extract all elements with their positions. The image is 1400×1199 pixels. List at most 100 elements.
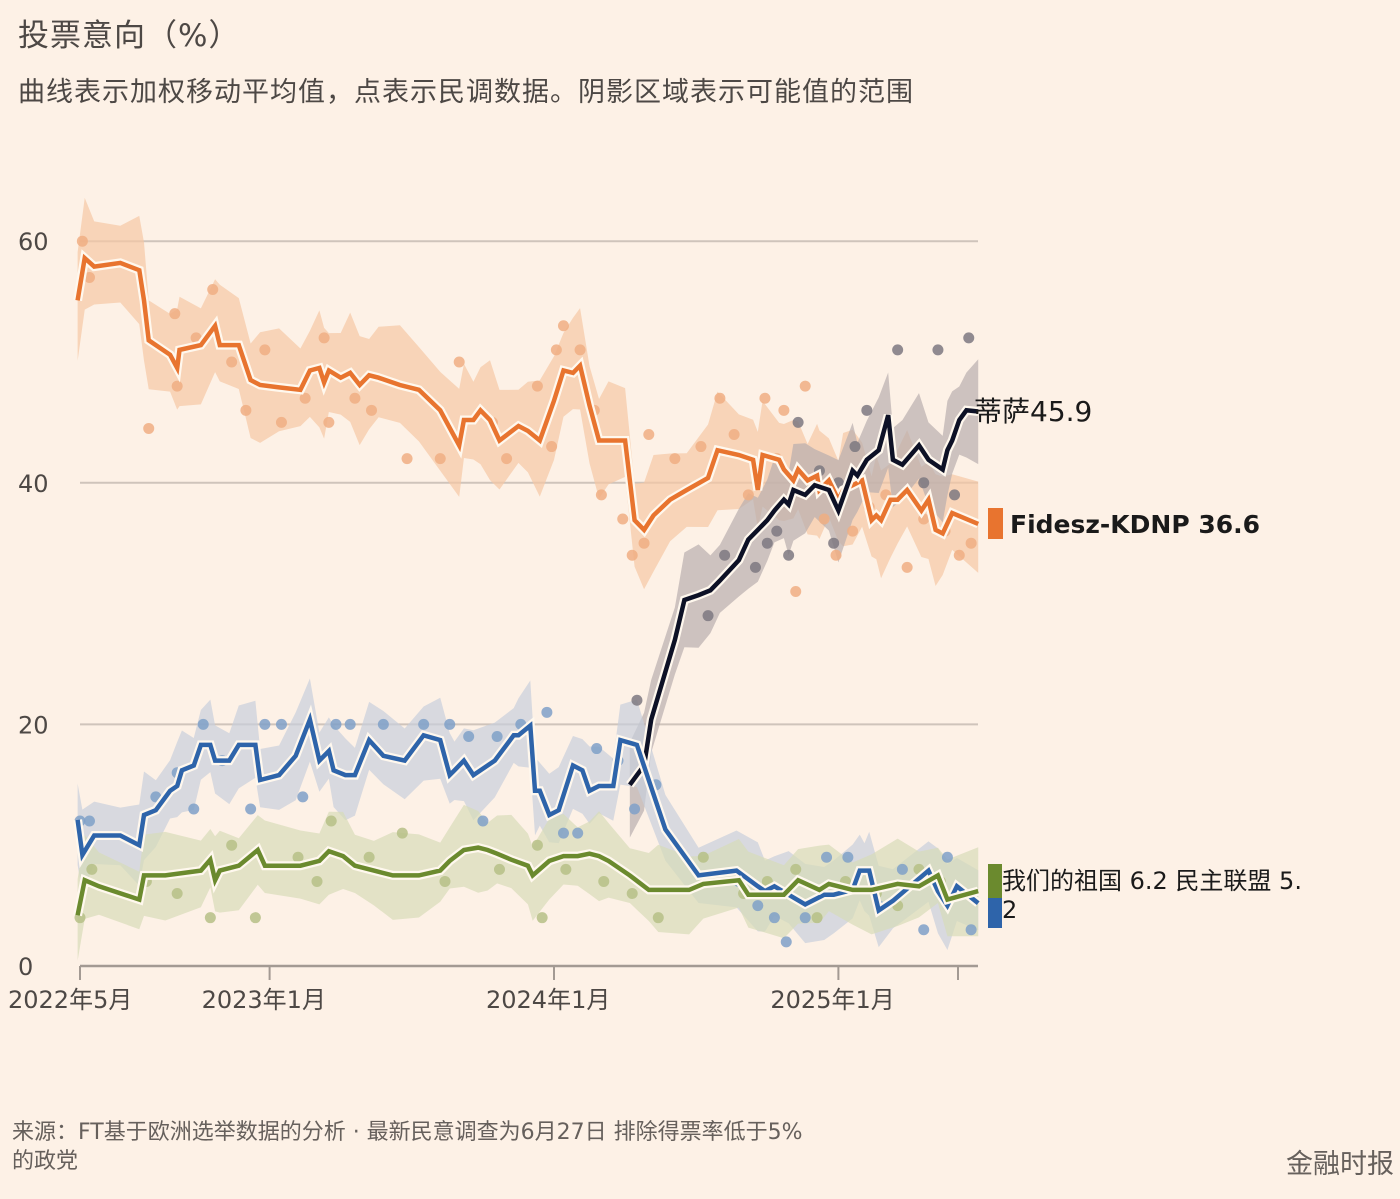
y-tick-label: 60 xyxy=(18,228,49,256)
poll-dot xyxy=(531,380,543,392)
poll-dot xyxy=(932,344,944,356)
poll-dot xyxy=(318,332,330,344)
poll-dot xyxy=(631,694,643,706)
poll-dot xyxy=(861,404,873,416)
poll-dot xyxy=(349,392,361,404)
poll-dot xyxy=(643,428,655,440)
y-tick-label: 0 xyxy=(18,953,33,981)
label-fidesz: Fidesz-KDNP 36.6 xyxy=(1010,510,1260,539)
legend-swatch-mihazank xyxy=(988,864,1002,898)
poll-dot xyxy=(197,718,209,730)
poll-dot xyxy=(847,525,859,537)
poll-dot xyxy=(171,380,183,392)
chart-subtitle: 曲线表示加权移动平均值，点表示民调数据。阴影区域表示可能值的范围 xyxy=(18,77,914,108)
poll-dot xyxy=(811,912,823,924)
source-note: 来源：FT基于欧洲选举数据的分析 · 最新民意调查为6月27日 排除得票率低于5… xyxy=(12,1120,803,1174)
poll-dot xyxy=(572,827,584,839)
series-labels: 蒂萨45.9 Fidesz-KDNP 36.6 我们的祖国 6.2 民主联盟 5.2 xyxy=(974,395,1302,928)
poll-dot xyxy=(965,924,977,936)
legend-swatch-fidesz xyxy=(988,508,1003,539)
poll-dot xyxy=(626,888,638,900)
poll-dot xyxy=(849,441,861,453)
y-tick-label: 20 xyxy=(18,711,49,739)
poll-dot xyxy=(941,851,953,863)
poll-dot xyxy=(780,936,792,948)
poll-dot xyxy=(299,392,311,404)
poll-dot xyxy=(501,453,513,465)
poll-dot xyxy=(259,718,271,730)
uncertainty-bands xyxy=(77,197,979,961)
poll-dot xyxy=(363,851,375,863)
poll-dot xyxy=(778,404,790,416)
poll-dot xyxy=(366,404,378,416)
poll-dot xyxy=(292,851,304,863)
poll-dot xyxy=(842,851,854,863)
poll-dot xyxy=(918,477,930,489)
poll-dot xyxy=(444,718,456,730)
poll-dot xyxy=(629,803,641,815)
x-tick-label: 2022年5月 xyxy=(8,986,132,1014)
poll-dot xyxy=(591,743,603,755)
poll-dot xyxy=(953,549,965,561)
poll-dot xyxy=(325,815,337,827)
axes: 0 20 40 60 2022年5月 2023年1月 2024年1月 2025年1月 xyxy=(8,228,978,1014)
poll-dot xyxy=(439,875,451,887)
poll-dot xyxy=(896,863,908,875)
poll-dot xyxy=(76,235,88,247)
poll-dot xyxy=(418,718,430,730)
poll-dot xyxy=(249,912,261,924)
chart-title: 投票意向（%） xyxy=(18,18,241,54)
poll-dot xyxy=(377,718,389,730)
poll-dot xyxy=(86,863,98,875)
label-mihazank-dk: 我们的祖国 6.2 民主联盟 5. xyxy=(1002,867,1302,895)
poll-dot xyxy=(799,380,811,392)
poll-dot xyxy=(204,912,216,924)
poll-dot xyxy=(965,537,977,549)
poll-dot xyxy=(574,344,586,356)
poll-dot xyxy=(434,453,446,465)
poll-dot xyxy=(323,416,335,428)
poll-dot xyxy=(749,561,761,573)
poll-dot xyxy=(719,549,731,561)
poll-dot xyxy=(463,730,475,742)
poll-dot xyxy=(783,549,795,561)
average-lines xyxy=(73,249,981,918)
poll-dot xyxy=(669,453,681,465)
poll-dot xyxy=(695,441,707,453)
poll-dot xyxy=(697,851,709,863)
poll-dot xyxy=(752,900,764,912)
band-我们的祖国 xyxy=(77,804,979,961)
x-tick-label: 2025年1月 xyxy=(770,986,894,1014)
poll-dot xyxy=(546,441,558,453)
poll-dot xyxy=(275,718,287,730)
poll-dot xyxy=(557,827,569,839)
poll-dot xyxy=(702,610,714,622)
poll-dot xyxy=(771,525,783,537)
poll-dot xyxy=(799,912,811,924)
poll-dot xyxy=(453,356,465,368)
poll-dot xyxy=(240,404,252,416)
line-民主联盟 xyxy=(75,712,980,915)
poll-dot xyxy=(638,537,650,549)
poll-dot xyxy=(493,863,505,875)
poll-dot xyxy=(652,912,664,924)
poll-dot xyxy=(617,513,629,525)
label-dk-wrap: 2 xyxy=(1002,896,1017,924)
poll-dot xyxy=(275,416,287,428)
poll-dot xyxy=(245,803,257,815)
poll-dot xyxy=(759,392,771,404)
poll-dot xyxy=(901,561,913,573)
brand-logo: 金融时报 xyxy=(1286,1149,1394,1180)
poll-dot xyxy=(477,815,489,827)
poll-dot xyxy=(830,549,842,561)
poll-dot xyxy=(188,803,200,815)
poll-dot xyxy=(207,284,219,296)
legend-swatch-dk xyxy=(988,898,1002,928)
poll-dot xyxy=(226,839,238,851)
poll-dot xyxy=(297,791,309,803)
poll-dot xyxy=(818,513,830,525)
poll-dot xyxy=(536,912,548,924)
poll-dot xyxy=(491,730,503,742)
poll-dot xyxy=(598,875,610,887)
